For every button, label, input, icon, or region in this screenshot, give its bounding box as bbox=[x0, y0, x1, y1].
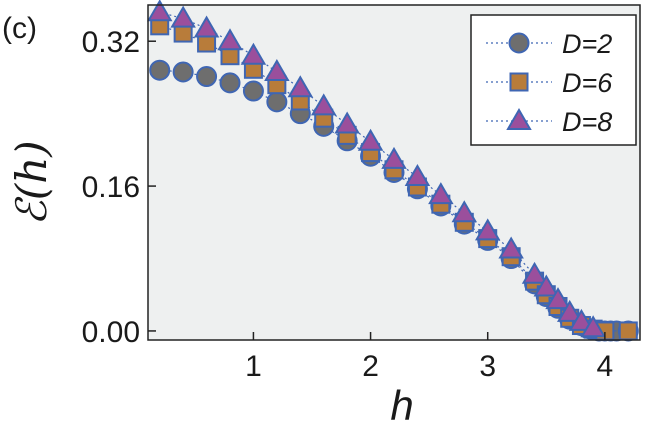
data-point bbox=[545, 287, 571, 310]
data-point bbox=[618, 321, 638, 341]
data-point bbox=[196, 66, 218, 88]
legend-marker bbox=[509, 72, 529, 92]
data-point bbox=[242, 80, 264, 102]
data-point bbox=[149, 59, 171, 81]
data-point bbox=[580, 315, 606, 338]
legend-entry: D=8 bbox=[486, 107, 612, 137]
x-tick-label: 2 bbox=[362, 350, 379, 383]
data-point bbox=[568, 308, 595, 331]
data-point bbox=[498, 236, 524, 259]
series-line bbox=[159, 25, 629, 332]
y-axis-label: ℰ(h) bbox=[7, 140, 56, 225]
x-tick-label: 4 bbox=[597, 350, 614, 383]
data-point bbox=[334, 111, 360, 134]
data-point bbox=[219, 72, 241, 94]
y-tick-label: 0.16 bbox=[82, 171, 140, 204]
legend-label: D=8 bbox=[562, 107, 612, 137]
data-point bbox=[404, 164, 431, 187]
data-point bbox=[474, 218, 501, 241]
data-point bbox=[287, 75, 314, 98]
data-point bbox=[264, 59, 290, 81]
data-point bbox=[146, 0, 173, 22]
legend-marker bbox=[506, 108, 532, 130]
y-axis-ticks: 0.00 0.16 0.32 bbox=[82, 26, 156, 349]
data-point bbox=[310, 93, 337, 116]
data-point bbox=[533, 274, 560, 297]
data-point bbox=[521, 261, 548, 284]
data-point bbox=[451, 200, 478, 223]
x-axis-ticks: 1 2 3 4 bbox=[245, 332, 613, 383]
y-tick-label: 0.32 bbox=[82, 26, 140, 59]
data-point bbox=[381, 146, 407, 169]
data-point bbox=[428, 182, 454, 205]
data-point bbox=[357, 128, 384, 151]
legend: D=2 D=6 D=8 bbox=[470, 14, 637, 146]
data-point bbox=[240, 42, 267, 65]
series-layer bbox=[146, 0, 639, 342]
series-d-8 bbox=[146, 0, 606, 338]
data-point bbox=[172, 61, 194, 83]
legend-entry: D=6 bbox=[486, 68, 613, 98]
y-tick-label: 0.00 bbox=[82, 316, 140, 349]
series-line bbox=[159, 69, 629, 332]
legend-label: D=6 bbox=[562, 68, 613, 98]
data-point bbox=[556, 299, 583, 322]
legend-label: D=2 bbox=[562, 29, 612, 59]
x-axis-label: h bbox=[390, 382, 413, 427]
data-point bbox=[217, 28, 243, 51]
data-point bbox=[170, 5, 196, 28]
legend-box bbox=[470, 14, 637, 146]
x-tick-label: 1 bbox=[245, 350, 262, 383]
data-point bbox=[193, 15, 220, 38]
x-tick-label: 3 bbox=[479, 350, 496, 383]
legend-marker bbox=[508, 32, 530, 54]
data-point bbox=[266, 91, 288, 113]
panel-label: (c) bbox=[2, 12, 37, 45]
plot-frame bbox=[147, 4, 641, 341]
legend-entry: D=2 bbox=[486, 29, 612, 59]
